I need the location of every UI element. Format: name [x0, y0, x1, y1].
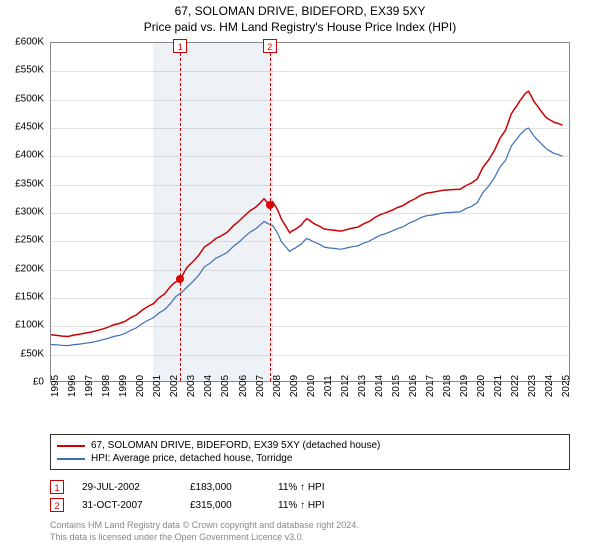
chart-title-line2: Price paid vs. HM Land Registry's House … [0, 20, 600, 34]
x-tick-label: 1999 [118, 375, 129, 397]
x-tick-label: 2015 [391, 375, 402, 397]
x-tick-label: 2001 [152, 375, 163, 397]
x-tick-label: 2022 [510, 375, 521, 397]
y-tick-label: £150K [15, 292, 44, 303]
sale-dot-icon [266, 201, 274, 209]
legend-swatch [57, 458, 85, 460]
x-tick-label: 2009 [289, 375, 300, 397]
sale-marker-line [270, 43, 271, 381]
y-tick-label: £0 [33, 377, 44, 388]
x-tick-label: 2018 [442, 375, 453, 397]
footnote-line: Contains HM Land Registry data © Crown c… [50, 520, 570, 532]
x-tick-label: 2013 [357, 375, 368, 397]
x-tick-label: 2011 [323, 375, 334, 397]
x-tick-label: 2014 [374, 375, 385, 397]
footnote-line: This data is licensed under the Open Gov… [50, 532, 570, 544]
x-tick-label: 2021 [493, 375, 504, 397]
x-tick-label: 2004 [203, 375, 214, 397]
x-tick-label: 2006 [238, 375, 249, 397]
sale-date: 31-OCT-2007 [82, 500, 172, 511]
legend-swatch [57, 445, 85, 447]
x-tick-label: 2012 [340, 375, 351, 397]
y-tick-label: £200K [15, 263, 44, 274]
y-tick-label: £550K [15, 65, 44, 76]
sale-marker-icon: 1 [50, 480, 64, 494]
x-tick-label: 2003 [186, 375, 197, 397]
y-tick-label: £500K [15, 93, 44, 104]
sale-marker-line [180, 43, 181, 381]
sale-date: 29-JUL-2002 [82, 482, 172, 493]
sale-marker-box: 2 [263, 39, 277, 53]
legend-label: HPI: Average price, detached house, Torr… [91, 453, 292, 464]
sale-marker-box: 1 [173, 39, 187, 53]
sale-marker-icon: 2 [50, 498, 64, 512]
sale-dot-icon [176, 275, 184, 283]
sale-pct: 11% ↑ HPI [278, 500, 348, 511]
y-tick-label: £100K [15, 320, 44, 331]
x-tick-label: 2023 [527, 375, 538, 397]
y-tick-label: £350K [15, 178, 44, 189]
y-tick-label: £600K [15, 37, 44, 48]
x-tick-label: 2020 [476, 375, 487, 397]
y-tick-label: £400K [15, 150, 44, 161]
x-tick-label: 1998 [101, 375, 112, 397]
x-tick-label: 2002 [169, 375, 180, 397]
chart-title-line1: 67, SOLOMAN DRIVE, BIDEFORD, EX39 5XY [0, 4, 600, 18]
footnote: Contains HM Land Registry data © Crown c… [50, 520, 570, 543]
y-tick-label: £50K [21, 348, 44, 359]
legend-box: 67, SOLOMAN DRIVE, BIDEFORD, EX39 5XY (d… [50, 434, 570, 470]
x-tick-label: 2024 [544, 375, 555, 397]
sale-price: £315,000 [190, 500, 260, 511]
sale-row: 1 29-JUL-2002 £183,000 11% ↑ HPI [50, 478, 570, 496]
plot-region: 12 [50, 42, 570, 382]
x-tick-label: 2025 [561, 375, 572, 397]
legend-item: 67, SOLOMAN DRIVE, BIDEFORD, EX39 5XY (d… [57, 439, 563, 452]
y-tick-label: £300K [15, 207, 44, 218]
x-tick-label: 2005 [220, 375, 231, 397]
chart-title-block: 67, SOLOMAN DRIVE, BIDEFORD, EX39 5XY Pr… [0, 0, 600, 34]
sale-price: £183,000 [190, 482, 260, 493]
chart-area: 12 £0£50K£100K£150K£200K£250K£300K£350K£… [50, 42, 570, 402]
x-tick-label: 1995 [50, 375, 61, 397]
legend-label: 67, SOLOMAN DRIVE, BIDEFORD, EX39 5XY (d… [91, 440, 380, 451]
y-tick-label: £250K [15, 235, 44, 246]
sales-table: 1 29-JUL-2002 £183,000 11% ↑ HPI 2 31-OC… [50, 478, 570, 514]
x-tick-label: 1996 [67, 375, 78, 397]
x-tick-label: 2008 [272, 375, 283, 397]
x-tick-label: 2010 [306, 375, 317, 397]
x-tick-label: 1997 [84, 375, 95, 397]
legend-item: HPI: Average price, detached house, Torr… [57, 452, 563, 465]
x-tick-label: 2019 [459, 375, 470, 397]
x-tick-label: 2007 [255, 375, 266, 397]
sale-row: 2 31-OCT-2007 £315,000 11% ↑ HPI [50, 496, 570, 514]
x-tick-label: 2017 [425, 375, 436, 397]
x-tick-label: 2000 [135, 375, 146, 397]
x-tick-label: 2016 [408, 375, 419, 397]
y-tick-label: £450K [15, 122, 44, 133]
sale-pct: 11% ↑ HPI [278, 482, 348, 493]
series-line [51, 128, 563, 346]
